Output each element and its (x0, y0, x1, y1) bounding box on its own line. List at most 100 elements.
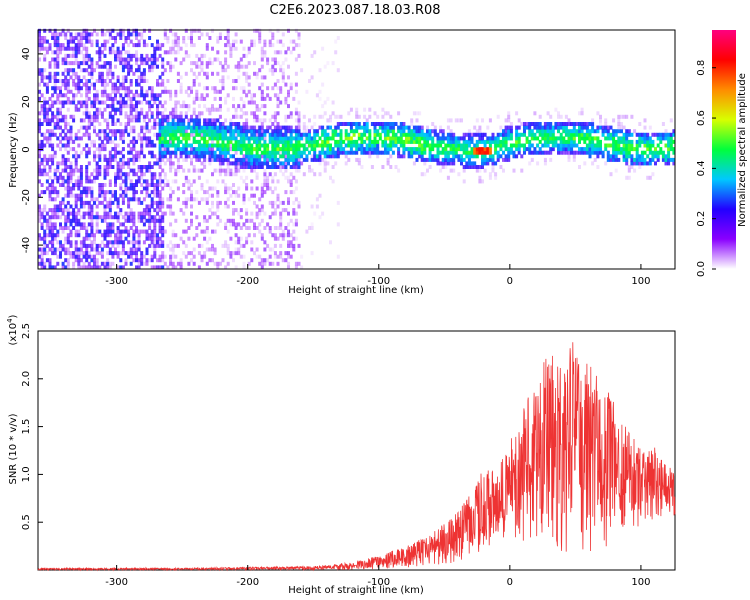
spectrogram-cell (572, 150, 576, 155)
spectrogram-cell (420, 147, 424, 152)
spectrogram-cell (205, 143, 209, 148)
spectrogram-cell (142, 179, 146, 184)
spectrogram-cell (114, 150, 117, 155)
spectrogram-cell (496, 114, 500, 119)
spectrogram-cell (276, 204, 280, 209)
spectrogram-cell (90, 265, 94, 270)
spectrogram-cell (85, 50, 89, 55)
spectrogram-cell (509, 147, 513, 152)
spectrogram-cell (77, 193, 81, 198)
spectrogram-cell (646, 132, 650, 137)
spectrogram-cell (127, 50, 131, 55)
spectrogram-cell (260, 64, 264, 69)
spectrogram-cell (232, 96, 235, 101)
spectrogram-cell (260, 136, 264, 141)
spectrogram-cell (111, 28, 115, 33)
spectrogram-cell (213, 89, 217, 94)
spectrogram-cell (169, 132, 173, 137)
spectrogram-cell (234, 64, 238, 69)
spectrogram-cell (216, 208, 220, 213)
spectrogram-cell (121, 79, 125, 83)
spectrogram-cell (205, 229, 209, 234)
spectrogram-cell (651, 139, 655, 144)
spectrogram-cell (302, 132, 306, 137)
spectrogram-cell (284, 57, 288, 62)
spectrogram-cell (567, 157, 571, 162)
spectrogram-cell (38, 89, 41, 94)
spectrogram-cell (145, 122, 149, 126)
spectrogram-cell (119, 157, 123, 162)
spectrogram-cell (239, 139, 243, 144)
spectrogram-cell (273, 61, 277, 66)
spectrogram-cell (129, 251, 133, 256)
spectrogram-cell (242, 89, 246, 94)
spectrogram-cell (90, 197, 94, 202)
spectrogram-cell (64, 165, 68, 169)
spectrogram-cell (124, 111, 128, 116)
spectrogram-cell (630, 114, 634, 119)
spectrogram-cell (90, 43, 94, 48)
spectrogram-cell (570, 139, 574, 144)
spectrogram-cell (98, 165, 102, 169)
spectrogram-cell (90, 218, 94, 223)
spectrogram-cell (478, 129, 482, 134)
spectrogram-cell (66, 211, 70, 216)
spectrogram-cell (433, 125, 437, 130)
spectrogram-cell (389, 154, 393, 159)
spectrogram-cell (247, 150, 251, 155)
spectrogram-cell (533, 125, 537, 130)
spectrogram-cell (129, 150, 133, 155)
spectrogram-cell (483, 132, 487, 137)
spectrogram-cell (108, 157, 112, 162)
spectrogram-cell (87, 125, 91, 130)
spectrogram-cell (410, 118, 414, 123)
spectrogram-cell (528, 129, 532, 134)
spectrogram-cell (124, 61, 128, 66)
spectrogram-cell (119, 111, 123, 116)
spectrogram-cell (601, 125, 605, 130)
spectrogram-cell (106, 168, 110, 173)
spectrogram-cell (163, 132, 167, 137)
spectrogram-cell (64, 247, 68, 252)
spectrogram-cell (93, 247, 96, 252)
spectrogram-cell (137, 261, 141, 266)
spectrogram-cell (142, 75, 146, 80)
spectrogram-cell (129, 139, 133, 144)
spectrogram-cell (150, 265, 154, 270)
spectrogram-cell (536, 129, 540, 134)
spectrogram-cell (467, 154, 471, 159)
spectrogram-cell (184, 125, 188, 130)
spectrogram-cell (465, 161, 469, 166)
spectrogram-cell (515, 139, 519, 144)
spectrogram-cell (119, 172, 123, 177)
spectrogram-cell (145, 236, 149, 241)
spectrogram-cell (72, 208, 76, 213)
spectrogram-cell (239, 143, 243, 148)
spectrogram-cell (51, 36, 55, 40)
spectrogram-cell (179, 129, 183, 134)
spectrogram-cell (184, 111, 188, 116)
spectrogram-cell (103, 118, 107, 123)
spectrogram-cell (609, 154, 613, 159)
spectrogram-cell (543, 129, 547, 134)
spectrogram-cell (334, 154, 338, 159)
spectrogram-cell (163, 154, 167, 159)
spectrogram-cell (638, 161, 642, 166)
spectrogram-cell (124, 186, 128, 191)
spectrogram-cell (137, 150, 141, 155)
spectrogram-cell (145, 111, 149, 116)
spectrogram-cell (478, 125, 482, 130)
spectrogram-cell (258, 229, 262, 234)
spectrogram-cell (216, 129, 220, 134)
spectrogram-cell (179, 236, 183, 241)
spectrogram-cell (245, 211, 249, 216)
spectrogram-cell (504, 147, 508, 152)
spectrogram-cell (87, 186, 91, 191)
spectrogram-cell (242, 46, 246, 51)
spectrogram-cell (153, 61, 157, 66)
spectrogram-cell (85, 107, 89, 112)
spectrogram-cell (370, 150, 374, 155)
spectrogram-cell (182, 183, 186, 187)
spectrogram-cell (59, 111, 62, 116)
spectrogram-cell (551, 147, 555, 152)
